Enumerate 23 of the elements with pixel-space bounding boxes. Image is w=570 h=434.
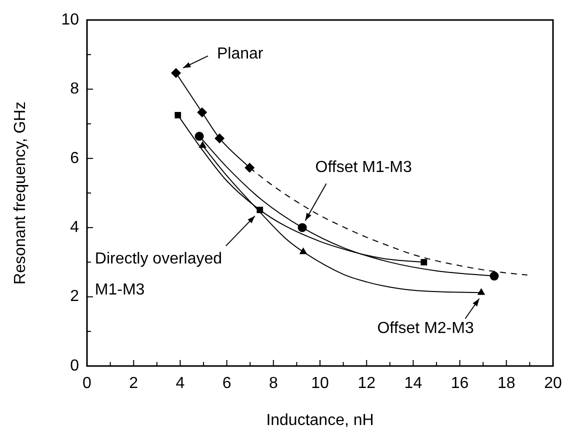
x-tick-label: 20 <box>544 375 562 392</box>
y-tick-label: 4 <box>70 219 80 236</box>
y-tick-label: 6 <box>70 150 80 167</box>
y-tick-label: 0 <box>70 357 80 374</box>
y-tick-label: 10 <box>61 11 80 28</box>
x-tick-label: 12 <box>358 375 376 392</box>
annotation: Directly overlayed M1-M3 <box>94 250 222 298</box>
x-tick-label: 10 <box>311 375 329 392</box>
x-tick-label: 16 <box>450 375 469 392</box>
x-tick-label: 18 <box>498 375 516 392</box>
annotation: Offset M1-M3 <box>315 159 412 176</box>
y-tick-label: 2 <box>70 288 80 306</box>
x-axis-title: Inductance, nH <box>266 412 374 429</box>
x-tick-label: 0 <box>82 375 92 392</box>
annotation: Offset M2-M3 <box>377 320 474 338</box>
x-tick-label: 4 <box>176 375 185 392</box>
x-tick-label: 14 <box>404 375 422 392</box>
x-tick-label: 6 <box>222 375 232 392</box>
x-tick-label: 8 <box>268 375 278 392</box>
y-tick-label: 8 <box>70 80 80 98</box>
annotation: Planar <box>217 45 264 62</box>
y-axis-title: Resonant frequency, GHz <box>12 102 30 284</box>
x-tick-label: 2 <box>129 375 138 392</box>
